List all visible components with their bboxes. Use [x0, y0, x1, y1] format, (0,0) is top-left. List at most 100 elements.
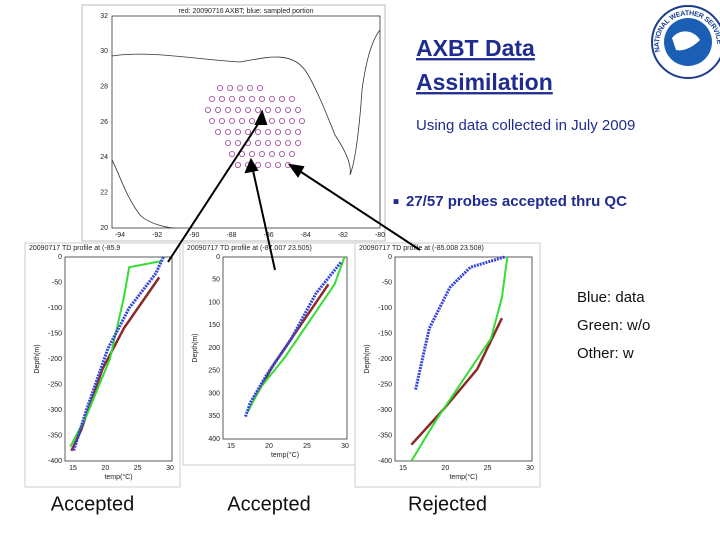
map-title: red: 20090716 AXBT; blue: sampled portio… [178, 8, 313, 15]
profile-x-label: temp(°C) [449, 473, 477, 481]
map-x-tick: -82 [338, 232, 348, 239]
bullet-text: 27/57 probes accepted thru QC [406, 193, 627, 210]
arrow [167, 117, 263, 263]
plot-frame [394, 256, 533, 462]
plot-frame [64, 256, 173, 462]
profile-y-tick: 0 [58, 254, 62, 261]
map-x-tick: -94 [115, 232, 125, 239]
arrow [294, 167, 421, 251]
arrows [167, 109, 421, 271]
sample-dot [234, 107, 241, 114]
sample-dot [294, 107, 301, 114]
sample-dot [244, 107, 251, 114]
profile-y-label: Depth(m) [34, 344, 41, 373]
profile-y-tick: -50 [52, 279, 62, 286]
profile-x-tick: 30 [341, 443, 349, 450]
legend-note: Blue: data [577, 289, 645, 306]
map-x-tick: -84 [301, 232, 311, 239]
profile-x-tick: 30 [526, 465, 534, 472]
profile-y-tick: -400 [378, 458, 392, 465]
map-x-tick: -80 [375, 232, 385, 239]
profile-caption: Accepted [51, 493, 134, 515]
sample-dot [264, 161, 271, 168]
sample-dot [268, 118, 275, 125]
sample-dot [234, 161, 241, 168]
profile-y-tick: -250 [378, 381, 392, 388]
profile-y-tick: -250 [48, 381, 62, 388]
legend-note: Other: w [577, 345, 634, 362]
sample-dot [264, 107, 271, 114]
profile-x-tick: 25 [134, 465, 142, 472]
sample-dot [288, 118, 295, 125]
profile-y-tick: -50 [382, 279, 392, 286]
profile-y-tick: -150 [48, 330, 62, 337]
sample-dot [274, 161, 281, 168]
sample-dot [214, 107, 221, 114]
title-line: AXBT Data [416, 35, 535, 61]
sample-dot [274, 139, 281, 146]
sample-dot [218, 118, 225, 125]
map-x-tick: -92 [152, 232, 162, 239]
profile-y-tick: -350 [48, 432, 62, 439]
sample-dot [234, 139, 241, 146]
sample-dot [248, 150, 255, 157]
coastline [111, 29, 381, 176]
profile-x-tick: 30 [166, 465, 174, 472]
sample-dot [298, 118, 305, 125]
sample-dot [228, 96, 235, 103]
profile-title: 20090717 TD profile at (-87.007 23.505) [187, 245, 312, 252]
sample-dot [248, 96, 255, 103]
map-x-tick: -90 [189, 232, 199, 239]
sample-dot [268, 96, 275, 103]
profile-title: 20090717 TD profile at (-85.008 23.508) [359, 245, 484, 252]
map-x-tick: -86 [264, 232, 274, 239]
coastline [111, 159, 176, 229]
profile-y-tick: 400 [208, 436, 220, 443]
profile-curve-blue [243, 261, 342, 418]
profile-y-tick: 150 [208, 322, 220, 329]
sample-dot [224, 107, 231, 114]
profile-y-label: Depth(m) [364, 344, 371, 373]
map-y-tick: 22 [100, 190, 108, 197]
profile-y-tick: 0 [216, 254, 220, 261]
sample-dot [284, 128, 291, 135]
sample-dot [254, 161, 261, 168]
profile-x-tick: 15 [227, 443, 235, 450]
profile-x-tick: 20 [441, 465, 449, 472]
profile-y-tick: -100 [48, 305, 62, 312]
sample-dot [294, 139, 301, 146]
sample-dot [268, 150, 275, 157]
profile-x-tick: 15 [69, 465, 77, 472]
arrow [251, 165, 276, 271]
sample-dot [258, 150, 265, 157]
map-y-tick: 24 [100, 154, 108, 161]
sample-dot [284, 139, 291, 146]
sample-dot [238, 96, 245, 103]
profile-caption: Accepted [227, 493, 310, 515]
profile-y-tick: 50 [212, 277, 220, 284]
sample-dot [254, 139, 261, 146]
sample-dot [274, 128, 281, 135]
profile-x-tick: 20 [265, 443, 273, 450]
sample-dot [226, 85, 233, 92]
profile-y-tick: -400 [48, 458, 62, 465]
map-y-tick: 28 [100, 84, 108, 91]
profile-x-tick: 25 [303, 443, 311, 450]
sample-dot [244, 128, 251, 135]
sample-dot [264, 139, 271, 146]
sample-dot [274, 107, 281, 114]
sample-dot [236, 85, 243, 92]
sample-dot [258, 96, 265, 103]
legend-note: Green: w/o [577, 317, 650, 334]
arrow-head [287, 163, 305, 178]
profile-y-tick: -300 [48, 407, 62, 414]
profile-y-tick: 250 [208, 368, 220, 375]
sample-dot [218, 96, 225, 103]
subtitle: Using data collected in July 2009 [416, 117, 635, 134]
sample-dot [278, 150, 285, 157]
profile-y-tick: -100 [378, 305, 392, 312]
sample-dot [214, 128, 221, 135]
sample-dot [246, 85, 253, 92]
profile-x-label: temp(°C) [104, 473, 132, 481]
